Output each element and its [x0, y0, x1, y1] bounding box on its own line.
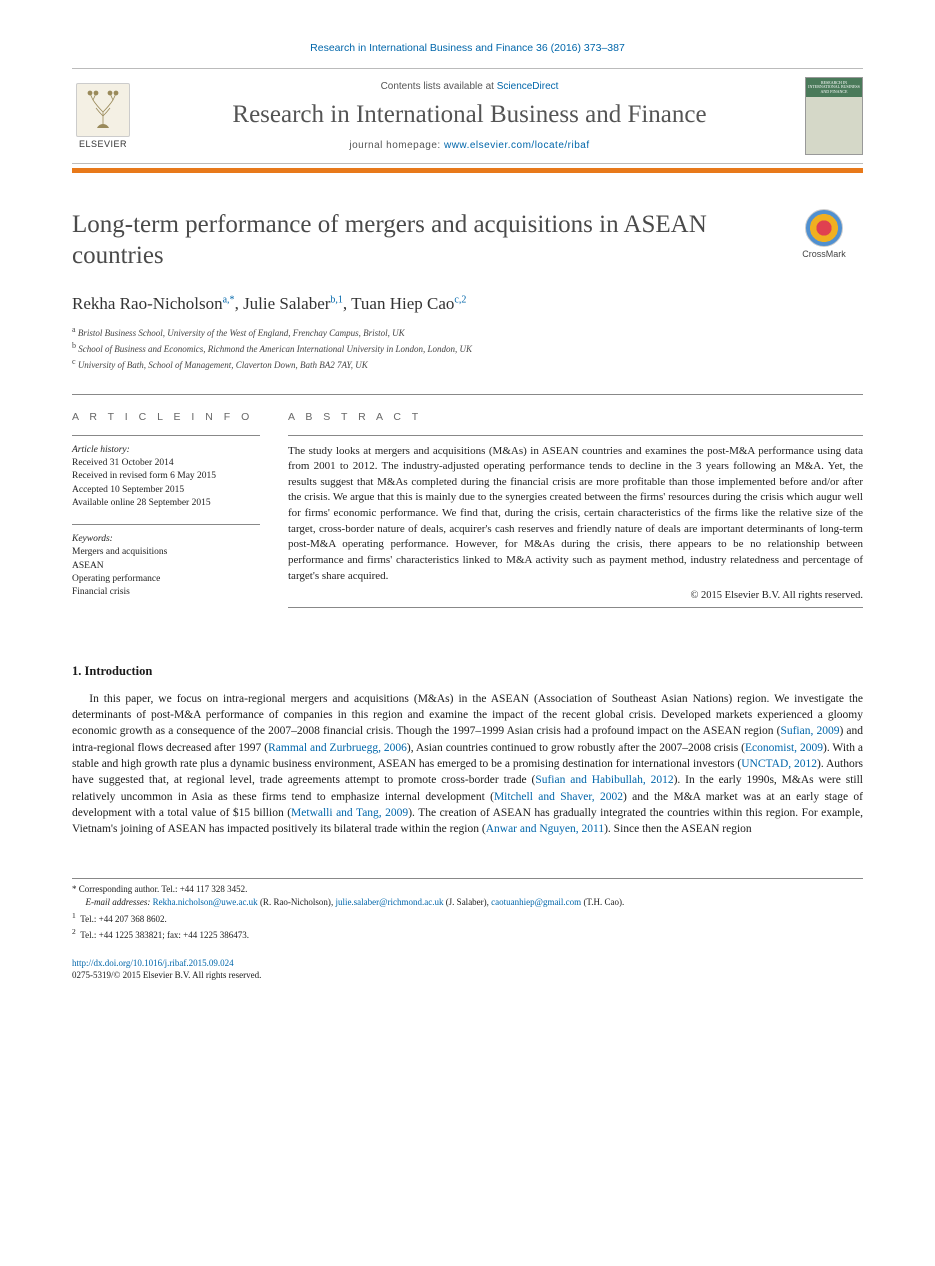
citation-link[interactable]: Rammal and Zurbruegg, 2006: [268, 742, 407, 754]
email-addresses-line: E-mail addresses: Rekha.nicholson@uwe.ac…: [72, 896, 863, 910]
journal-cover-thumbnail[interactable]: RESEARCH IN INTERNATIONAL BUSINESS AND F…: [805, 77, 863, 155]
doi-link[interactable]: http://dx.doi.org/10.1016/j.ribaf.2015.0…: [72, 958, 234, 968]
keyword: ASEAN: [72, 560, 260, 573]
history-line: Received in revised form 6 May 2015: [72, 470, 260, 483]
journal-homepage-line: journal homepage: www.elsevier.com/locat…: [146, 140, 793, 151]
sciencedirect-link[interactable]: ScienceDirect: [497, 81, 559, 92]
citation-link[interactable]: Sufian, 2009: [780, 725, 839, 737]
keyword: Mergers and acquisitions: [72, 546, 260, 559]
header-center: Contents lists available at ScienceDirec…: [134, 81, 805, 151]
author-mark[interactable]: c,2: [454, 294, 466, 305]
divider: [288, 435, 863, 436]
email-link[interactable]: caotuanhiep@gmail.com: [491, 897, 581, 907]
email-who: (T.H. Cao): [583, 897, 622, 907]
author-name: Rekha Rao-Nicholson: [72, 294, 223, 313]
title-row: Long-term performance of mergers and acq…: [72, 209, 863, 272]
accent-rule: [72, 168, 863, 173]
section-heading: 1. Introduction: [72, 664, 863, 679]
affiliations: a Bristol Business School, University of…: [72, 324, 863, 372]
body-paragraph: In this paper, we focus on intra-regiona…: [72, 691, 863, 838]
issn-copyright-line: 0275-5319/© 2015 Elsevier B.V. All right…: [72, 970, 261, 980]
keywords-block: Keywords: Mergers and acquisitions ASEAN…: [72, 533, 260, 599]
authors-line: Rekha Rao-Nicholsona,*, Julie Salaberb,1…: [72, 294, 863, 314]
history-line: Available online 28 September 2015: [72, 497, 260, 510]
abstract-text: The study looks at mergers and acquisiti…: [288, 444, 863, 584]
abstract-copyright: © 2015 Elsevier B.V. All rights reserved…: [288, 590, 863, 601]
citation-link[interactable]: Metwalli and Tang, 2009: [291, 807, 408, 819]
affiliation-line: a Bristol Business School, University of…: [72, 324, 863, 340]
author-name: Julie Salaber: [243, 294, 330, 313]
citation-link[interactable]: Mitchell and Shaver, 2002: [494, 791, 623, 803]
elsevier-tree-icon: [76, 83, 130, 137]
corresponding-author-note: * Corresponding author. Tel.: +44 117 32…: [72, 883, 863, 897]
keywords-label: Keywords:: [72, 533, 260, 546]
email-link[interactable]: julie.salaber@richmond.ac.uk: [335, 897, 443, 907]
citation-bar: Research in International Business and F…: [72, 42, 863, 54]
homepage-prefix: journal homepage:: [349, 140, 444, 151]
contents-available-line: Contents lists available at ScienceDirec…: [146, 81, 793, 92]
divider: [72, 524, 260, 525]
divider: [72, 435, 260, 436]
info-abstract-row: A R T I C L E I N F O Article history: R…: [72, 395, 863, 630]
affiliation-line: b School of Business and Economics, Rich…: [72, 340, 863, 356]
keyword: Financial crisis: [72, 586, 260, 599]
abstract-column: A B S T R A C T The study looks at merge…: [288, 411, 863, 614]
crossmark-badge[interactable]: CrossMark: [785, 209, 863, 259]
contents-prefix: Contents lists available at: [381, 81, 497, 92]
crossmark-icon: [805, 209, 843, 247]
email-label: E-mail addresses:: [86, 897, 151, 907]
citation-link[interactable]: Anwar and Nguyen, 2011: [486, 823, 604, 835]
citation-link[interactable]: UNCTAD, 2012: [741, 758, 817, 770]
footnote-tel: 2 Tel.: +44 1225 383821; fax: +44 1225 3…: [72, 926, 863, 943]
citation-link[interactable]: Economist, 2009: [745, 742, 823, 754]
footnotes-block: * Corresponding author. Tel.: +44 117 32…: [72, 878, 863, 943]
introduction-section: 1. Introduction In this paper, we focus …: [72, 664, 863, 838]
journal-header: ELSEVIER Contents lists available at Sci…: [72, 68, 863, 164]
affiliation-line: c University of Bath, School of Manageme…: [72, 356, 863, 372]
text-run: In this paper, we focus on intra-regiona…: [72, 693, 863, 738]
article-info-column: A R T I C L E I N F O Article history: R…: [72, 411, 260, 614]
journal-name: Research in International Business and F…: [146, 100, 793, 130]
article-title: Long-term performance of mergers and acq…: [72, 209, 785, 272]
article-history-block: Article history: Received 31 October 201…: [72, 444, 260, 510]
history-label: Article history:: [72, 444, 260, 457]
abstract-heading: A B S T R A C T: [288, 411, 863, 423]
email-who: (J. Salaber): [446, 897, 487, 907]
history-line: Received 31 October 2014: [72, 457, 260, 470]
text-run: ). Since then the ASEAN region: [604, 823, 752, 835]
doi-block: http://dx.doi.org/10.1016/j.ribaf.2015.0…: [72, 957, 863, 982]
cover-thumb-text: RESEARCH IN INTERNATIONAL BUSINESS AND F…: [806, 81, 862, 94]
author-name: Tuan Hiep Cao: [351, 294, 454, 313]
keyword: Operating performance: [72, 573, 260, 586]
divider: [288, 607, 863, 608]
author-mark[interactable]: a,*: [223, 294, 235, 305]
email-link[interactable]: Rekha.nicholson@uwe.ac.uk: [153, 897, 258, 907]
author-mark[interactable]: b,1: [330, 294, 343, 305]
journal-homepage-link[interactable]: www.elsevier.com/locate/ribaf: [444, 140, 590, 151]
article-info-heading: A R T I C L E I N F O: [72, 411, 260, 423]
email-who: (R. Rao-Nicholson): [260, 897, 331, 907]
text-run: ), Asian countries continued to grow rob…: [407, 742, 745, 754]
footnote-tel: 1 Tel.: +44 207 368 8602.: [72, 910, 863, 927]
publisher-logo[interactable]: ELSEVIER: [72, 81, 134, 151]
crossmark-label: CrossMark: [802, 249, 846, 259]
citation-link[interactable]: Sufian and Habibullah, 2012: [535, 774, 673, 786]
publisher-name: ELSEVIER: [79, 139, 127, 149]
history-line: Accepted 10 September 2015: [72, 484, 260, 497]
